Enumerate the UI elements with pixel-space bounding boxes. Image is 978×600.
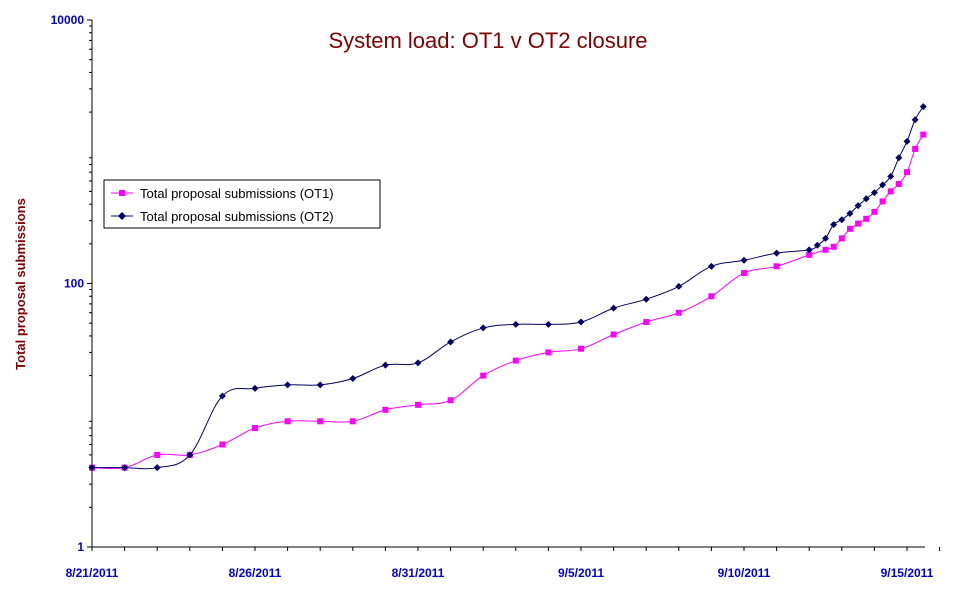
data-point-ot1 (806, 251, 813, 258)
data-point-ot1 (643, 319, 650, 326)
data-point-ot2 (707, 262, 715, 270)
data-point-ot2 (911, 116, 919, 124)
x-tick-label: 8/31/2011 (392, 566, 445, 580)
data-point-ot1 (830, 243, 837, 250)
data-point-ot2 (740, 256, 748, 264)
x-tick-label: 9/15/2011 (881, 566, 934, 580)
data-point-ot2 (381, 361, 389, 369)
data-point-ot2 (121, 464, 129, 472)
data-point-ot2 (822, 234, 829, 242)
y-tick-label: 100 (64, 277, 84, 291)
data-point-ot2 (773, 249, 781, 257)
data-point-ot1 (846, 225, 853, 232)
data-point-ot2 (479, 324, 487, 332)
y-minor-ticks (89, 25, 92, 508)
data-point-ot1 (284, 418, 291, 425)
x-tick-label: 9/5/2011 (558, 566, 604, 580)
data-point-ot2 (813, 241, 821, 249)
y-axis-label: Total proposal submissions (13, 198, 28, 370)
data-point-ot1 (317, 418, 324, 425)
series-layer (88, 103, 927, 472)
data-point-ot2 (862, 195, 870, 203)
data-point-ot1 (349, 418, 356, 425)
data-point-ot2 (805, 246, 813, 254)
data-point-ot2 (887, 172, 895, 180)
data-point-ot1 (773, 263, 780, 270)
series-line-ot2 (92, 106, 924, 470)
data-point-ot2 (610, 304, 618, 312)
data-point-ot2 (846, 209, 854, 217)
data-point-ot2 (642, 295, 650, 303)
legend-marker-ot2 (118, 212, 126, 220)
data-point-ot2 (349, 375, 357, 383)
data-point-ot2 (218, 392, 226, 400)
data-point-ot2 (512, 320, 520, 328)
data-point-ot2 (577, 318, 585, 326)
data-point-ot2 (895, 154, 903, 162)
data-point-ot2 (919, 103, 927, 111)
y-tick-labels: 1 100 10000 (51, 13, 92, 554)
data-point-ot1 (912, 145, 919, 152)
data-point-ot2 (186, 451, 194, 459)
x-tick-label: 8/21/2011 (66, 566, 119, 580)
data-point-ot1 (879, 198, 886, 205)
data-point-ot1 (675, 309, 682, 316)
data-point-ot1 (252, 425, 258, 432)
data-point-ot1 (741, 270, 747, 277)
x-tick-label: 8/26/2011 (229, 566, 282, 580)
data-point-ot1 (512, 357, 519, 364)
data-point-ot2 (675, 282, 683, 290)
data-point-ot1 (415, 401, 421, 408)
data-point-ot2 (830, 221, 838, 229)
legend-label-ot1: Total proposal submissions (OT1) (140, 186, 334, 201)
data-point-ot1 (708, 293, 715, 300)
data-point-ot1 (154, 451, 161, 458)
data-point-ot2 (870, 189, 878, 197)
data-point-ot1 (895, 180, 902, 187)
data-point-ot2 (88, 464, 96, 472)
x-tick-labels: 8/21/2011 8/26/2011 8/31/2011 9/5/2011 9/10/… (66, 547, 941, 580)
data-point-ot2 (251, 384, 259, 392)
data-point-ot2 (854, 202, 862, 210)
data-point-ot1 (578, 345, 584, 352)
data-point-ot1 (871, 208, 878, 215)
data-point-ot2 (903, 137, 911, 145)
data-point-ot2 (414, 359, 422, 367)
data-point-ot2 (838, 216, 846, 224)
data-point-ot2 (153, 464, 161, 472)
data-point-ot2 (284, 381, 292, 389)
data-point-ot2 (316, 381, 324, 389)
y-tick-label: 10000 (51, 13, 85, 27)
legend-label-ot2: Total proposal submissions (OT2) (140, 209, 334, 224)
chart-title: System load: OT1 v OT2 closure (328, 28, 647, 53)
data-point-ot1 (920, 131, 927, 138)
data-point-ot2 (879, 181, 887, 189)
data-point-ot1 (480, 372, 487, 379)
data-point-ot1 (610, 331, 617, 338)
data-point-ot2 (544, 320, 552, 328)
legend-box (103, 179, 381, 229)
data-point-ot1 (838, 235, 845, 242)
data-point-ot1 (904, 169, 910, 176)
data-point-ot1 (545, 349, 552, 356)
legend-marker-ot1 (119, 190, 125, 196)
data-point-ot1 (863, 215, 870, 222)
data-point-ot1 (822, 246, 829, 253)
data-point-ot1 (855, 220, 862, 227)
legend: Total proposal submissions (OT1) Total p… (103, 179, 381, 229)
data-point-ot1 (887, 188, 894, 195)
x-tick-label: 9/10/2011 (718, 566, 771, 580)
data-point-ot2 (447, 338, 455, 346)
data-point-ot1 (382, 406, 389, 413)
data-point-ot1 (219, 441, 226, 448)
y-tick-label: 1 (77, 540, 84, 554)
data-point-ot1 (447, 397, 454, 404)
